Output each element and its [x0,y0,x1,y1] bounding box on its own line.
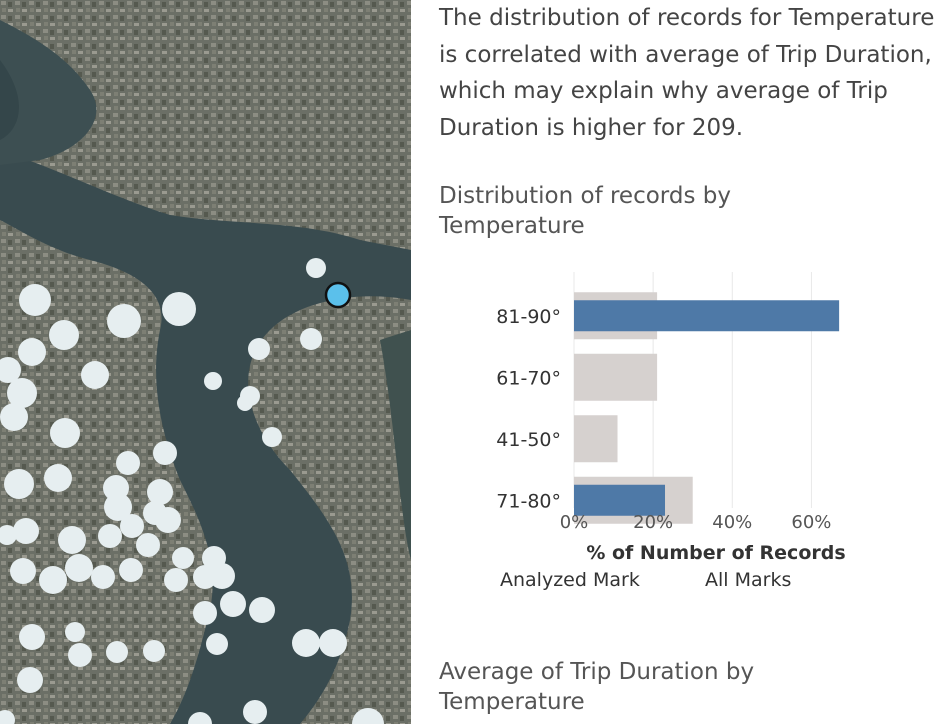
all-marks-bar [574,415,618,463]
x-tick-label: 0% [560,512,589,533]
map-marker[interactable] [44,464,72,492]
category-label: 71-80° [496,490,561,512]
map-marker[interactable] [153,441,177,465]
map-marker[interactable] [204,372,222,390]
map-marker[interactable] [243,700,267,724]
map-marker[interactable] [68,643,92,667]
analyzed-bar [574,484,666,516]
map-marker[interactable] [147,479,173,505]
map-marker[interactable] [120,514,144,538]
distribution-chart-svg: 81-90° 61-70° 41-50° 71-80°0% 20% 40% 60% % of … [496,272,846,564]
map-marker[interactable] [249,597,275,623]
map-marker[interactable] [136,533,160,557]
map-marker[interactable] [107,304,141,338]
map-canvas[interactable] [0,0,411,724]
map-marker[interactable] [10,558,36,584]
map-marker[interactable] [104,493,132,521]
map-marker[interactable] [13,518,39,544]
map-marker[interactable] [220,591,246,617]
map-marker[interactable] [193,601,217,625]
map-marker[interactable] [0,403,28,431]
map-marker[interactable] [4,469,34,499]
legend-analyzed-mark: Analyzed Mark [500,569,640,591]
map-marker[interactable] [188,712,212,724]
map-marker[interactable] [18,338,46,366]
map-marker[interactable] [98,524,122,548]
category-label: 81-90° [496,306,561,328]
map-marker[interactable] [39,566,67,594]
map-marker[interactable] [19,284,51,316]
map-marker[interactable] [162,292,196,326]
map-marker[interactable] [0,357,21,383]
map-marker[interactable] [17,667,43,693]
map-marker[interactable] [19,624,45,650]
legend-all-marks: All Marks [705,569,792,591]
distribution-section-title: Distribution of records by Temperature [439,183,731,239]
map-marker[interactable] [0,710,15,724]
explanation-text: The distribution of records for Temperat… [439,5,935,141]
distribution-chart: 81-90° 61-70° 41-50° 71-80° 0% 20% 40% 60% % of … [411,260,950,600]
x-tick-label: 40% [712,512,752,533]
east-water [380,330,411,560]
map-marker[interactable] [206,633,228,655]
map-marker[interactable] [300,328,322,350]
map-marker[interactable] [65,622,85,642]
map-marker[interactable] [0,525,17,545]
map-marker[interactable] [164,568,188,592]
all-marks-bar [574,353,658,401]
map-marker[interactable] [106,641,128,663]
inlet-water [0,60,19,140]
map-marker[interactable] [50,418,80,448]
map-marker[interactable] [237,395,253,411]
map-marker[interactable] [49,320,79,350]
map-marker[interactable] [58,526,86,554]
highlighted-map-marker[interactable] [324,281,352,309]
map-marker[interactable] [172,547,194,569]
map-marker[interactable] [116,451,140,475]
analyzed-bar [574,300,840,332]
x-tick-label: 60% [791,512,831,533]
map-marker[interactable] [7,378,37,408]
map-marker[interactable] [209,563,235,589]
x-tick-label: 20% [633,512,673,533]
map-marker[interactable] [306,258,326,278]
harbor-water [0,150,411,724]
map-view[interactable] [0,0,411,724]
map-marker[interactable] [262,427,282,447]
map-marker[interactable] [352,708,384,724]
category-label: 41-50° [496,429,561,451]
map-marker[interactable] [65,554,93,582]
map-marker[interactable] [143,640,165,662]
average-section-title: Average of Trip Duration by Temperature [439,659,755,715]
map-marker[interactable] [248,338,270,360]
analysis-panel: The distribution of records for Temperat… [411,0,950,724]
map-marker[interactable] [292,629,320,657]
map-marker[interactable] [155,507,181,533]
river-water [0,20,97,165]
map-marker[interactable] [119,558,143,582]
category-label: 61-70° [496,367,561,389]
x-axis-title: % of Number of Records [586,542,845,564]
map-marker[interactable] [319,629,347,657]
map-marker[interactable] [91,565,115,589]
map-marker[interactable] [81,361,109,389]
